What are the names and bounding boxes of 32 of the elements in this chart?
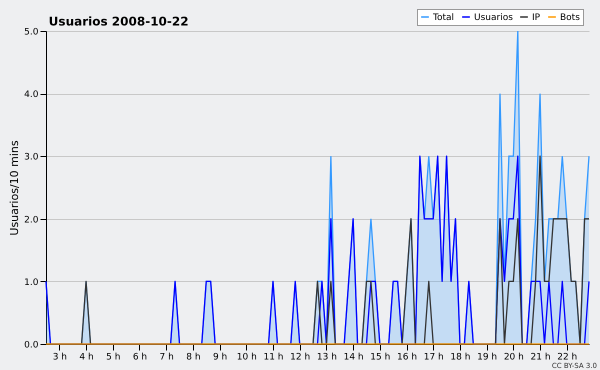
x-tick-label: 18 h — [450, 352, 470, 362]
y-tick-label: 0.0 — [24, 340, 39, 350]
x-tick-label: 14 h — [344, 352, 364, 362]
x-tick-label: 4 h — [79, 352, 94, 362]
x-tick-label: 19 h — [477, 352, 498, 362]
y-tick-label: 3.0 — [24, 152, 39, 163]
chart-title: Usuarios 2008-10-22 — [48, 14, 189, 28]
x-tick-label: 3 h — [52, 352, 67, 362]
y-tick-label: 1.0 — [24, 278, 39, 288]
x-tick-label: 13 h — [316, 352, 337, 362]
x-tick-label: 9 h — [212, 352, 228, 362]
x-tick-label: 12 h — [290, 352, 310, 362]
x-tick-label: 16 h — [397, 352, 418, 362]
legend-label: Usuarios — [474, 13, 514, 23]
x-tick-label: 8 h — [186, 352, 201, 362]
x-tick-label: 10 h — [236, 352, 257, 362]
y-tick-label: 4.0 — [24, 90, 39, 100]
x-tick-label: 11 h — [263, 352, 284, 362]
y-tick-label: 2.0 — [24, 215, 39, 226]
x-tick-label: 20 h — [504, 352, 524, 362]
legend-label: IP — [532, 13, 541, 23]
y-axis-title: Usuarios/10 mins — [8, 140, 22, 236]
x-tick-label: 21 h — [530, 352, 551, 362]
x-tick-label: 17 h — [424, 352, 444, 362]
x-tick-label: 22 h — [557, 352, 578, 362]
x-tick-label: 15 h — [370, 352, 390, 362]
y-tick-label: 5.0 — [24, 28, 39, 38]
x-tick-label: 7 h — [160, 352, 174, 362]
legend-label: Bots — [560, 13, 580, 23]
x-tick-label: 5 h — [106, 352, 120, 362]
x-tick-label: 6 h — [132, 352, 148, 362]
legend-label: Total — [432, 13, 454, 23]
